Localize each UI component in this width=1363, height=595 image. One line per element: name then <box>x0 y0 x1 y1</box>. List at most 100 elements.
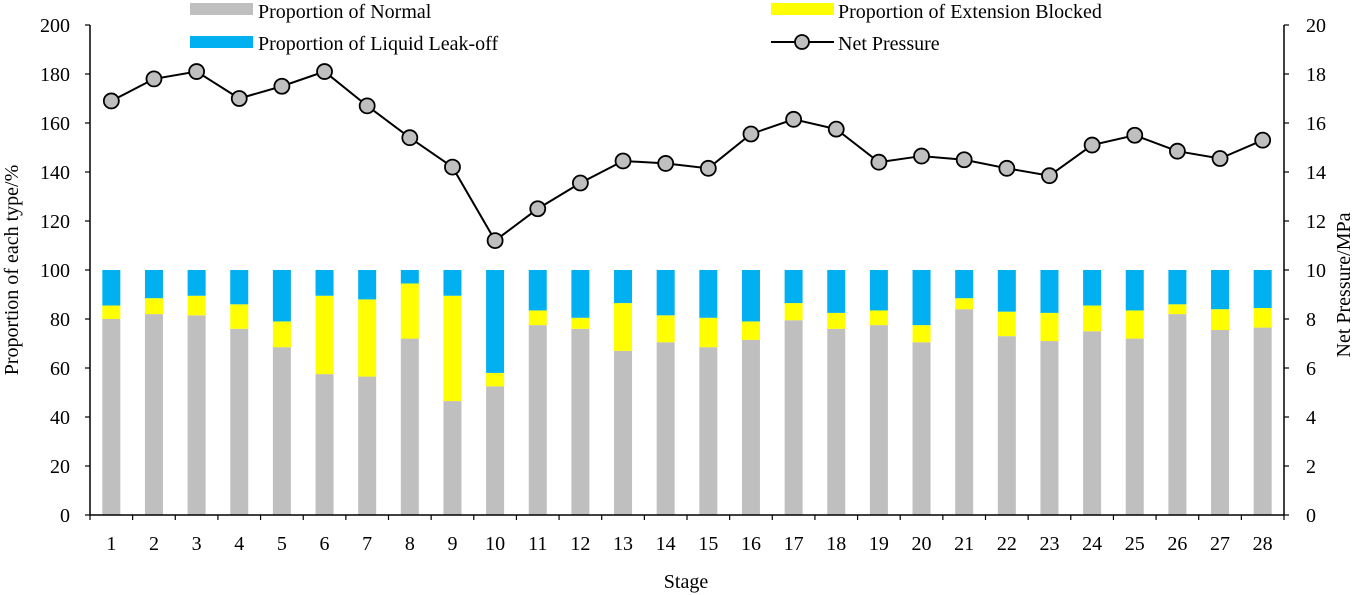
net-pressure-point-stage-25 <box>1126 126 1144 144</box>
x-tick-label-stage-13: 13 <box>613 533 633 555</box>
bar-liquid-leak-off-stage-20 <box>912 270 931 326</box>
x-tick-label-stage-15: 15 <box>698 533 718 555</box>
bar-liquid-leak-off-stage-21 <box>955 270 974 299</box>
bar-liquid-leak-off-stage-4 <box>230 270 249 305</box>
left-tick-label: 0 <box>60 505 70 527</box>
net-pressure-point-stage-3 <box>188 63 206 80</box>
bar-normal-stage-19 <box>869 325 888 516</box>
bar-normal-stage-24 <box>1083 331 1102 515</box>
net-pressure-point-stage-20 <box>913 147 930 165</box>
bar-extension-blocked-stage-9 <box>443 295 462 402</box>
net-pressure-point-stage-28 <box>1254 131 1272 149</box>
bar-normal-stage-23 <box>1040 341 1059 515</box>
bar-extension-blocked-stage-14 <box>656 315 675 343</box>
bar-extension-blocked-stage-18 <box>827 312 846 329</box>
bar-extension-blocked-stage-12 <box>571 317 590 329</box>
net-pressure-point-stage-13 <box>614 152 632 170</box>
left-tick-label: 160 <box>40 113 70 135</box>
x-tick-label-stage-14: 14 <box>656 533 676 555</box>
legend-swatch-normal <box>190 3 253 15</box>
right-tick-label: 12 <box>1306 211 1326 233</box>
bar-liquid-leak-off-stage-27 <box>1211 270 1230 310</box>
bar-extension-blocked-stage-13 <box>614 303 633 351</box>
legend-label-extension-blocked: Proportion of Extension Blocked <box>838 1 1102 23</box>
x-tick-label-stage-22: 22 <box>997 533 1017 555</box>
bar-normal-stage-6 <box>315 374 334 516</box>
net-pressure-point-stage-22 <box>998 159 1016 177</box>
x-tick-label-stage-10: 10 <box>485 533 505 555</box>
bar-normal-stage-11 <box>528 325 547 516</box>
bar-extension-blocked-stage-28 <box>1253 307 1272 328</box>
x-axis-label: Stage <box>664 571 709 593</box>
bar-liquid-leak-off-stage-11 <box>528 270 547 311</box>
legend-swatch-liquid-leak-off <box>190 36 253 48</box>
bar-normal-stage-17 <box>784 320 803 515</box>
x-tick-label-stage-11: 11 <box>528 533 547 555</box>
left-tick-label: 140 <box>40 162 70 184</box>
bar-liquid-leak-off-stage-25 <box>1125 270 1144 311</box>
bar-normal-stage-9 <box>443 401 462 515</box>
bar-liquid-leak-off-stage-24 <box>1083 270 1102 306</box>
bar-normal-stage-2 <box>144 314 163 515</box>
x-tick-label-stage-27: 27 <box>1210 533 1230 555</box>
bar-extension-blocked-stage-3 <box>187 295 206 316</box>
net-pressure-point-stage-11 <box>529 200 547 218</box>
left-tick-label: 40 <box>50 407 70 429</box>
right-tick-label: 0 <box>1306 505 1316 527</box>
bar-extension-blocked-stage-2 <box>144 298 163 315</box>
x-tick-label-stage-28: 28 <box>1253 533 1273 555</box>
x-tick-label-stage-16: 16 <box>741 533 761 555</box>
bar-extension-blocked-stage-20 <box>912 325 931 343</box>
bar-normal-stage-15 <box>699 347 718 515</box>
bar-normal-stage-4 <box>230 328 249 515</box>
bar-extension-blocked-stage-24 <box>1083 305 1102 332</box>
net-pressure-point-stage-9 <box>444 158 461 176</box>
x-tick-label-stage-3: 3 <box>192 533 202 555</box>
bar-normal-stage-7 <box>358 376 377 515</box>
axes-layer <box>85 24 1289 520</box>
right-tick-label: 6 <box>1306 358 1316 380</box>
bar-liquid-leak-off-stage-5 <box>272 270 291 322</box>
net-pressure-point-stage-4 <box>230 90 248 107</box>
x-tick-label-stage-25: 25 <box>1125 533 1145 555</box>
bar-extension-blocked-stage-7 <box>358 299 377 377</box>
bar-extension-blocked-stage-25 <box>1125 310 1144 339</box>
net-pressure-point-stage-16 <box>742 125 760 143</box>
x-tick-label-stage-1: 1 <box>106 533 116 555</box>
right-tick-label: 18 <box>1306 64 1326 86</box>
bar-normal-stage-3 <box>187 315 206 515</box>
net-pressure-line-layer <box>102 63 1272 250</box>
x-tick-label-stage-20: 20 <box>912 533 932 555</box>
x-tick-label-stage-18: 18 <box>826 533 846 555</box>
x-tick-label-stage-9: 9 <box>447 533 457 555</box>
bar-normal-stage-18 <box>827 328 846 515</box>
right-tick-label: 14 <box>1306 162 1326 184</box>
net-pressure-point-stage-10 <box>486 232 504 250</box>
x-tick-label-stage-26: 26 <box>1167 533 1187 555</box>
net-pressure-point-stage-5 <box>273 77 291 95</box>
x-tick-label-stage-4: 4 <box>234 533 244 555</box>
bar-liquid-leak-off-stage-18 <box>827 270 846 313</box>
bar-extension-blocked-stage-6 <box>315 295 334 375</box>
left-tick-label: 200 <box>40 15 70 37</box>
x-tick-label-stage-5: 5 <box>277 533 287 555</box>
bar-normal-stage-13 <box>614 350 633 515</box>
bar-liquid-leak-off-stage-6 <box>315 270 334 296</box>
bar-extension-blocked-stage-22 <box>997 311 1016 337</box>
bar-liquid-leak-off-stage-9 <box>443 270 462 296</box>
bar-normal-stage-25 <box>1125 338 1144 515</box>
bar-extension-blocked-stage-26 <box>1168 304 1187 315</box>
bar-liquid-leak-off-stage-12 <box>571 270 590 318</box>
x-tick-label-stage-19: 19 <box>869 533 889 555</box>
net-pressure-point-stage-7 <box>358 97 376 115</box>
bar-liquid-leak-off-stage-22 <box>997 270 1016 312</box>
x-tick-label-stage-23: 23 <box>1039 533 1059 555</box>
bar-normal-stage-27 <box>1211 330 1230 515</box>
net-pressure-point-stage-18 <box>827 120 845 138</box>
bar-liquid-leak-off-stage-23 <box>1040 270 1059 313</box>
bars-layer <box>102 270 1272 516</box>
bar-normal-stage-1 <box>102 319 121 515</box>
x-tick-label-stage-17: 17 <box>784 533 804 555</box>
bar-normal-stage-26 <box>1168 314 1187 515</box>
tick-labels-layer: 0204060801001201401601802000246810121416… <box>40 15 1326 555</box>
